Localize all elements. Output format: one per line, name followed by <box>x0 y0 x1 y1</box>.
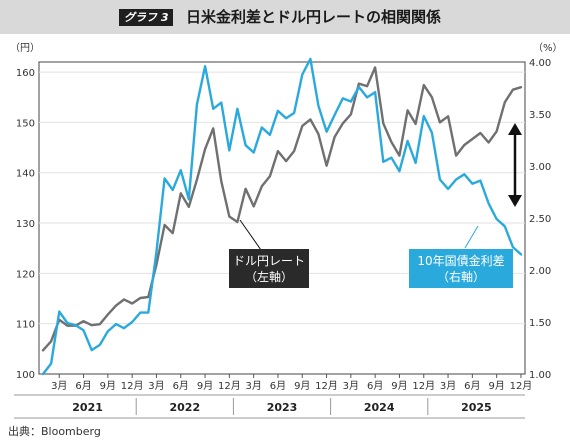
figure-badge: グラフ 3 <box>119 9 174 26</box>
right-tick-label: 2.50 <box>529 214 551 225</box>
year-label: 2021 <box>72 401 103 414</box>
month-label: 3月 <box>343 380 359 392</box>
month-label: 6月 <box>270 380 286 392</box>
month-label: 9月 <box>100 380 116 392</box>
year-label: 2024 <box>364 401 395 414</box>
left-tick-label: 140 <box>16 169 35 180</box>
month-label: 12月 <box>412 380 435 392</box>
year-row: 2021 2022 2023 2024 2025 <box>14 394 525 419</box>
right-axis-unit: （%） <box>533 42 563 54</box>
chart-title: 日米金利差とドル円レートの相関関係 <box>186 8 442 26</box>
left-axis-ticks: 100 110 120 130 140 150 160 <box>16 68 35 381</box>
right-tick-label: 1.00 <box>529 370 551 381</box>
right-axis-ticks: 1.00 1.50 2.00 2.50 3.00 3.50 4.00 <box>529 58 551 381</box>
year-label: 2025 <box>461 401 492 414</box>
month-label: 6月 <box>367 380 383 392</box>
right-tick-label: 4.00 <box>529 58 551 69</box>
year-label: 2023 <box>267 401 298 414</box>
left-axis-unit: （円） <box>10 42 40 54</box>
month-label: 9月 <box>197 380 213 392</box>
left-tick-label: 160 <box>16 68 35 79</box>
month-label: 12月 <box>315 380 338 392</box>
month-label: 3月 <box>245 380 261 392</box>
month-label: 6月 <box>75 380 91 392</box>
month-label: 3月 <box>440 380 456 392</box>
usdjpy-label-line2: （左軸） <box>245 269 293 284</box>
right-tick-label: 3.50 <box>529 110 551 121</box>
chart-header: グラフ 3 日米金利差とドル円レートの相関関係 <box>0 0 570 34</box>
month-label: 6月 <box>173 380 189 392</box>
month-label: 3月 <box>148 380 164 392</box>
year-label: 2022 <box>169 401 200 414</box>
left-tick-label: 150 <box>16 118 35 129</box>
left-tick-label: 120 <box>16 269 35 280</box>
month-label: 9月 <box>488 380 504 392</box>
left-tick-label: 130 <box>16 219 35 230</box>
usdjpy-series-line <box>41 66 523 352</box>
usdjpy-label: ドル円レート （左軸） <box>229 219 309 288</box>
spread-label-line1: 10年国債金利差 <box>417 253 504 268</box>
month-label: 12月 <box>121 380 144 392</box>
month-label: 12月 <box>218 380 241 392</box>
spread-label: 10年国債金利差 （右軸） <box>409 225 513 288</box>
month-label: 12月 <box>510 380 533 392</box>
usdjpy-label-line1: ドル円レート <box>233 254 305 268</box>
right-tick-label: 2.00 <box>529 266 551 277</box>
month-label: 9月 <box>391 380 407 392</box>
month-label: 6月 <box>464 380 480 392</box>
spread-series-line <box>41 57 523 376</box>
right-tick-label: 3.00 <box>529 162 551 173</box>
left-tick-label: 100 <box>16 370 35 381</box>
right-tick-label: 1.50 <box>529 318 551 329</box>
source-note: 出典：Bloomberg <box>8 425 101 438</box>
month-label: 3月 <box>51 380 67 392</box>
month-label: 9月 <box>294 380 310 392</box>
spread-label-line2: （右軸） <box>437 269 485 284</box>
month-labels: 3月 6月 9月 12月 3月 6月 9月 12月 3月 6月 9月 12月 3月 6月 9月 12月 3月 6月… <box>51 374 532 392</box>
series-lines <box>41 57 523 376</box>
double-arrow-annotation <box>508 123 522 207</box>
left-tick-label: 110 <box>16 320 35 331</box>
